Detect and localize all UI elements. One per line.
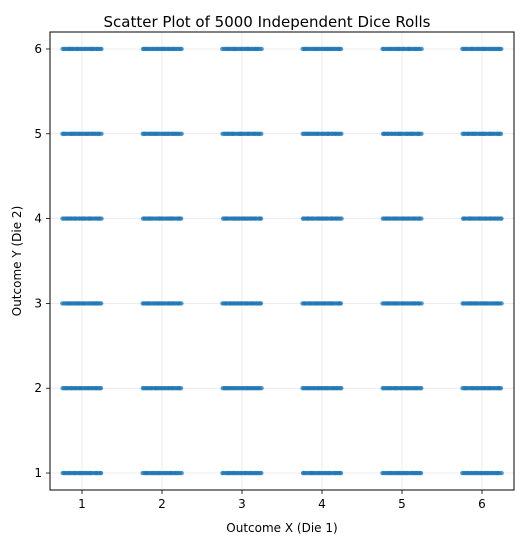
- data-point: [98, 301, 104, 306]
- data-point: [339, 386, 344, 391]
- data-point: [338, 470, 344, 476]
- data-point: [99, 46, 104, 52]
- data-point: [338, 301, 344, 306]
- data-point: [179, 470, 184, 476]
- data-point: [419, 386, 424, 391]
- data-point: [499, 301, 504, 306]
- data-point: [419, 301, 424, 306]
- data-point: [419, 131, 424, 136]
- data-point: [499, 216, 504, 221]
- data-point: [179, 131, 184, 136]
- y-axis-label: Outcome Y (Die 2): [10, 206, 24, 317]
- data-point: [498, 131, 504, 136]
- data-point: [178, 386, 184, 391]
- data-point: [499, 470, 504, 476]
- data-point: [259, 470, 264, 476]
- y-tick-label: 6: [34, 42, 42, 56]
- data-point: [99, 216, 104, 221]
- x-tick-label: 1: [78, 497, 86, 511]
- data-point: [499, 46, 504, 52]
- x-tick-label: 2: [158, 497, 166, 511]
- data-point: [259, 386, 264, 391]
- x-tick-label: 5: [398, 497, 406, 511]
- data-point: [419, 216, 424, 221]
- y-tick-label: 2: [34, 381, 42, 395]
- y-axis: 1 2 3 4 5 6: [34, 42, 50, 480]
- x-axis: 1 2 3 4 5 6: [78, 490, 486, 511]
- x-tick-label: 3: [238, 497, 246, 511]
- data-point: [418, 470, 424, 476]
- y-tick-label: 3: [34, 296, 42, 310]
- data-point: [258, 216, 264, 221]
- data-point: [338, 46, 344, 52]
- data-point: [179, 301, 184, 306]
- grid: [50, 32, 514, 490]
- y-tick-label: 5: [34, 127, 42, 141]
- x-axis-label: Outcome X (Die 1): [226, 521, 337, 535]
- data-point: [498, 386, 504, 391]
- y-tick-label: 1: [34, 466, 42, 480]
- data-point: [178, 216, 184, 221]
- y-tick-label: 4: [34, 212, 42, 226]
- x-tick-label: 4: [318, 497, 326, 511]
- data-point: [258, 301, 264, 306]
- data-point: [99, 131, 104, 136]
- data-point: [339, 216, 344, 221]
- data-point: [98, 470, 104, 476]
- data-point: [419, 46, 424, 52]
- plot-frame: [49, 31, 515, 491]
- data-point: [259, 131, 264, 136]
- data-point: [339, 131, 344, 136]
- data-point: [259, 46, 264, 52]
- data-points: [60, 46, 504, 476]
- data-point: [179, 46, 184, 52]
- chart-title: Scatter Plot of 5000 Independent Dice Ro…: [104, 13, 431, 31]
- data-point: [98, 386, 104, 391]
- x-tick-label: 6: [478, 497, 486, 511]
